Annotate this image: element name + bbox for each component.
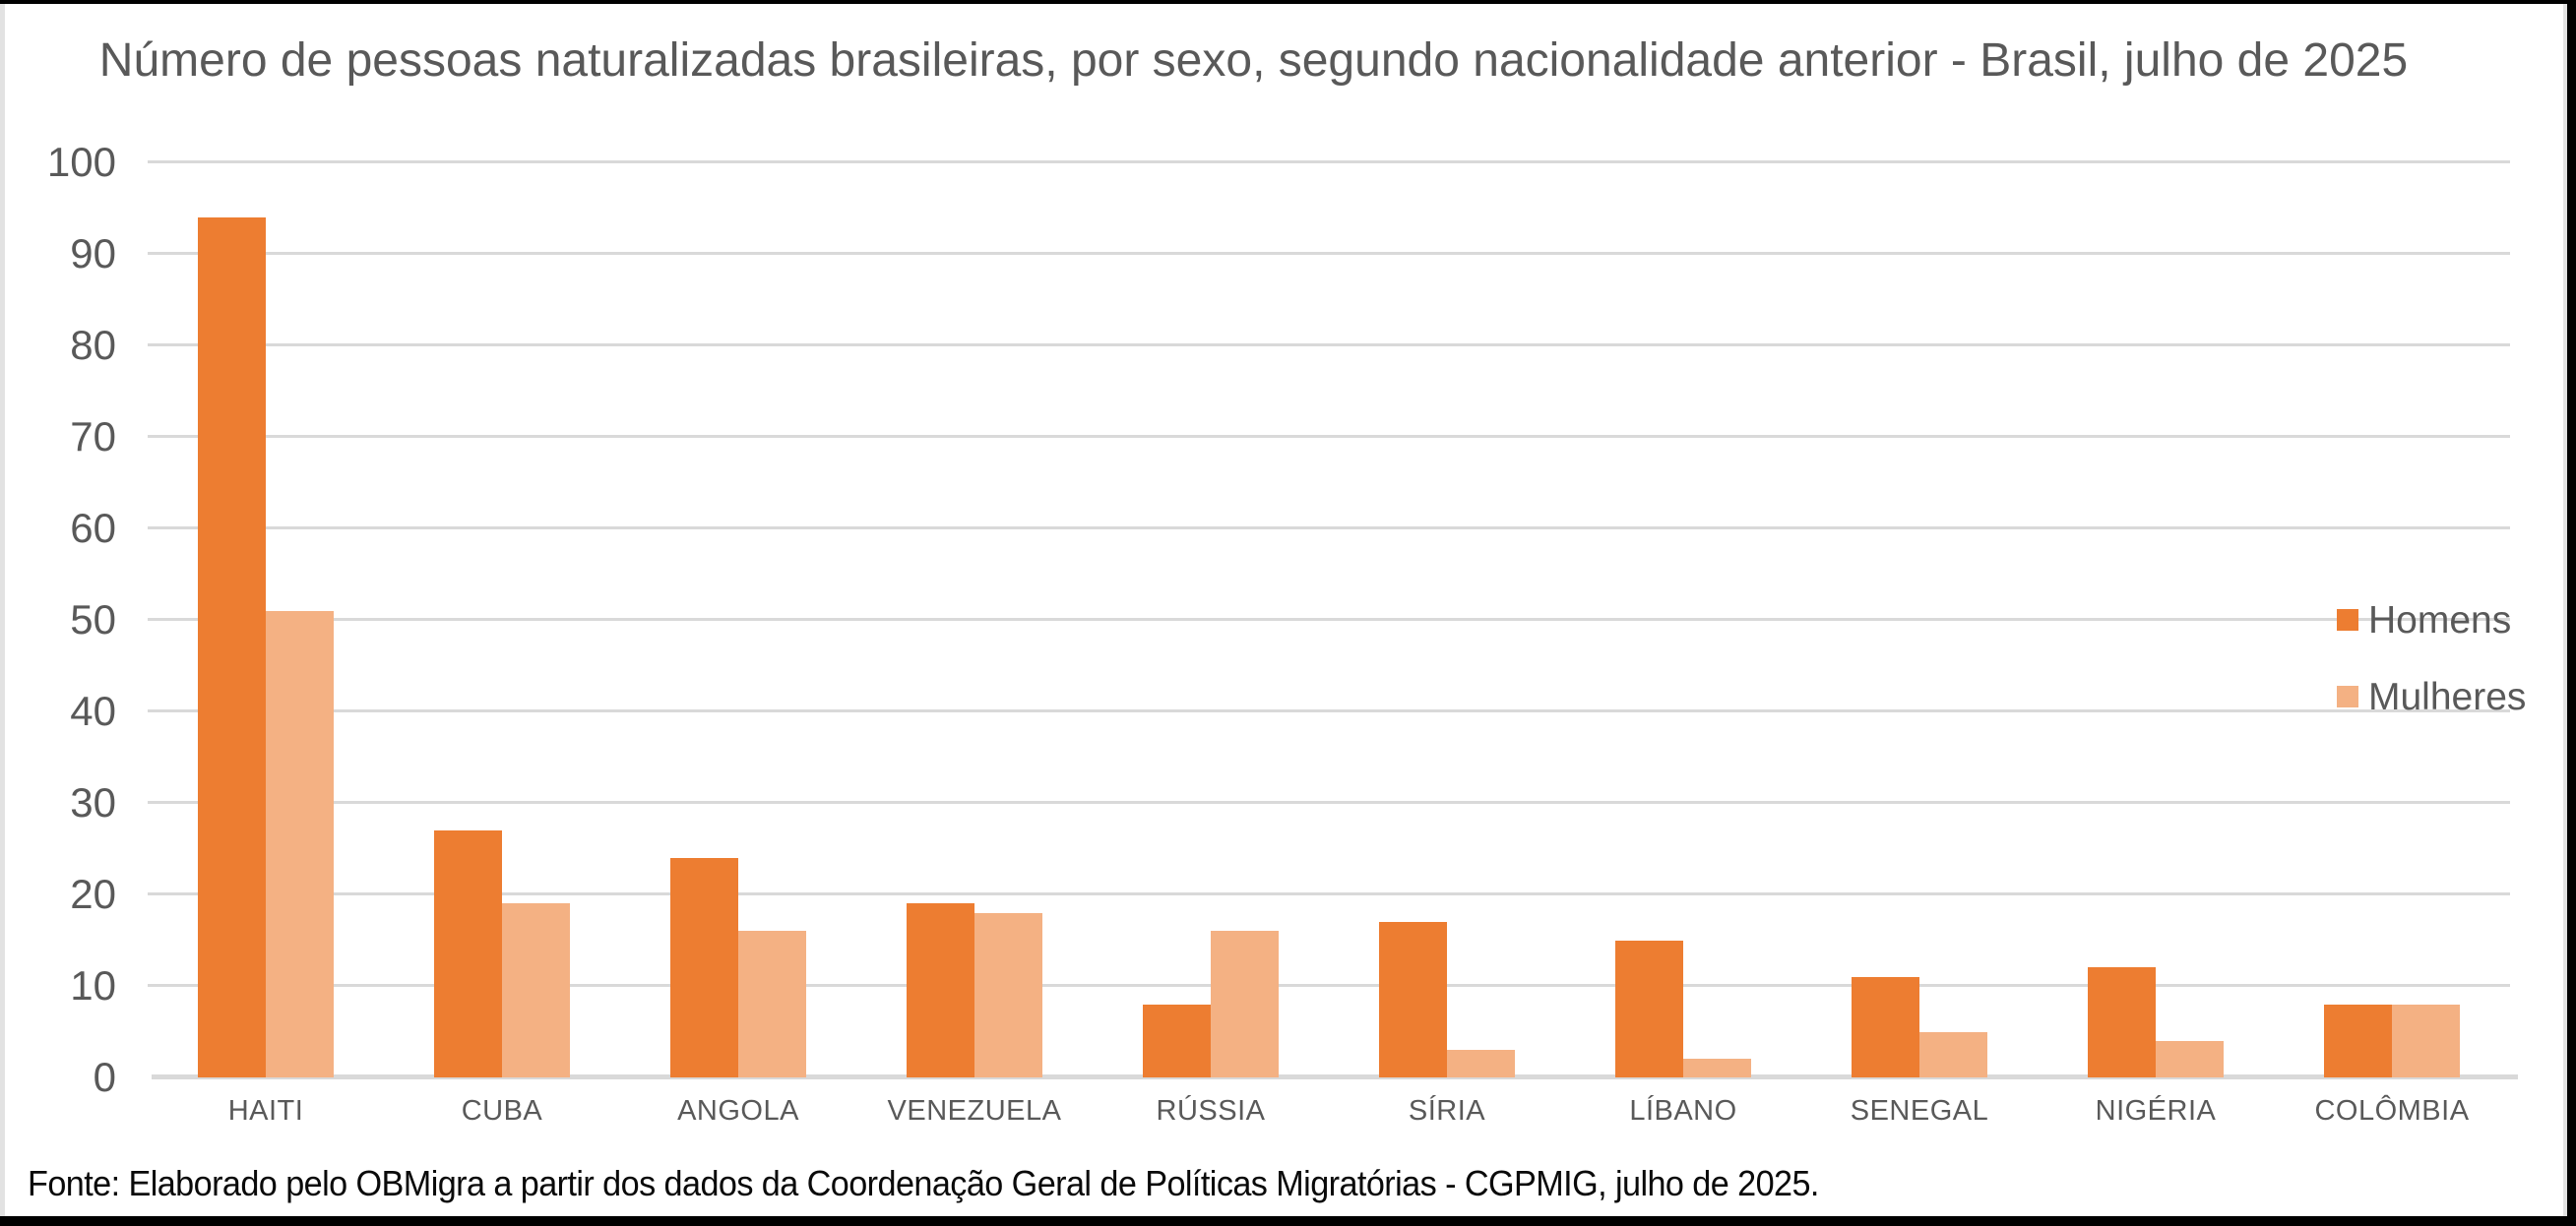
x-category-label-venezuela: VENEZUELA [887,1095,1062,1127]
x-category-label-rússia: RÚSSIA [1156,1095,1266,1127]
gridline-50 [148,618,2510,621]
plot-area [148,160,2518,1079]
y-tick-label-30: 30 [70,779,116,826]
y-tick-label-0: 0 [93,1054,116,1100]
x-category-label-haiti: HAITI [227,1095,304,1127]
bar-homens-líbano [1615,940,1683,1077]
legend-label-homens: Homens [2368,598,2512,642]
y-tick-label-40: 40 [70,688,116,734]
y-tick-label-50: 50 [70,596,116,643]
frame-edge-right [2563,4,2567,1216]
x-category-label-senegal: SENEGAL [1850,1095,1989,1127]
gridline-60 [148,526,2510,529]
bar-mulheres-colômbia [2392,1004,2460,1077]
legend-swatch-mulheres [2337,686,2358,707]
x-category-label-nigéria: NIGÉRIA [2095,1095,2217,1127]
legend-item-mulheres: Mulheres [2337,675,2526,718]
y-tick-label-10: 10 [70,962,116,1009]
bar-mulheres-venezuela [974,912,1042,1077]
x-axis-line [152,1074,2518,1079]
x-axis-category-labels: HAITI CUBA ANGOLA VENEZUELA RÚSSIA SÍRIA LÍBAN… [148,1094,2510,1143]
x-category-label-síria: SÍRIA [1408,1095,1486,1127]
bar-homens-senegal [1852,976,1919,1077]
bar-mulheres-líbano [1683,1059,1751,1077]
bar-mulheres-rússia [1211,931,1279,1077]
source-note: Fonte: Elaborado pelo OBMigra a partir d… [28,1163,1819,1203]
y-tick-label-20: 20 [70,871,116,917]
bar-homens-colômbia [2324,1004,2392,1077]
x-category-label-líbano: LÍBANO [1629,1095,1737,1127]
y-tick-label-80: 80 [70,322,116,368]
y-tick-label-100: 100 [46,139,116,185]
y-tick-label-70: 70 [70,413,116,460]
legend-item-homens: Homens [2337,598,2511,642]
frame-border-top [0,0,2576,4]
bar-homens-angola [670,857,738,1077]
frame-border-bottom [0,1216,2576,1226]
bar-homens-síria [1379,921,1447,1077]
x-category-label-colômbia: COLÔMBIA [2314,1095,2470,1127]
legend-swatch-homens [2337,609,2358,631]
bar-homens-cuba [434,829,502,1077]
bar-mulheres-angola [738,931,806,1077]
frame-edge-left [0,4,5,1216]
bar-homens-venezuela [907,903,974,1077]
bar-homens-haiti [198,216,266,1077]
gridline-70 [148,435,2510,438]
legend-label-mulheres: Mulheres [2368,675,2527,718]
bar-mulheres-senegal [1919,1031,1987,1077]
frame-border-right [2567,0,2576,1226]
gridline-80 [148,343,2510,346]
x-category-label-angola: ANGOLA [677,1095,799,1127]
gridline-20 [148,892,2510,895]
y-axis-tick-labels: 0 10 20 30 40 50 60 70 80 90 100 [30,142,116,1098]
x-category-label-cuba: CUBA [461,1095,543,1127]
y-tick-label-60: 60 [70,505,116,551]
chart-title: Número de pessoas naturalizadas brasilei… [98,34,2409,87]
bar-homens-nigéria [2088,967,2156,1077]
bar-mulheres-cuba [502,903,570,1077]
bar-homens-rússia [1143,1004,1211,1077]
gridline-10 [148,984,2510,987]
y-tick-label-90: 90 [70,230,116,276]
gridline-90 [148,252,2510,255]
gridline-40 [148,709,2510,712]
gridline-100 [148,160,2510,163]
bar-mulheres-síria [1447,1050,1515,1077]
bar-mulheres-haiti [266,610,334,1077]
gridline-30 [148,801,2510,804]
bar-mulheres-nigéria [2156,1040,2224,1077]
